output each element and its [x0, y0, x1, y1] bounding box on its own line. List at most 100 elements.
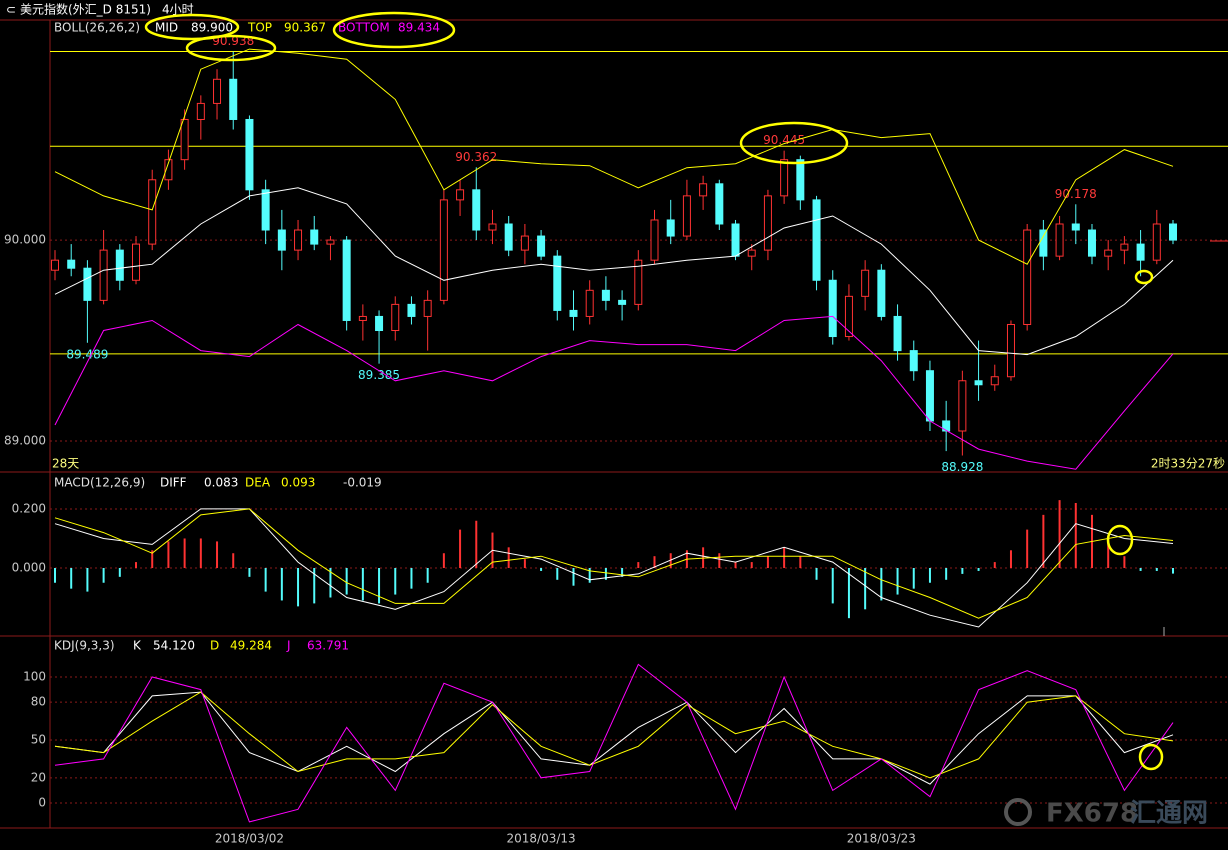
candle-body — [1055, 223, 1064, 257]
indicator-label: BOLL(26,26,2) — [54, 21, 140, 35]
indicator-label: KDJ(9,3,3) — [54, 639, 115, 653]
legend-value: 0.093 — [281, 476, 315, 490]
low-label: 88.928 — [941, 460, 983, 474]
candle-body — [51, 259, 59, 271]
candle-body — [229, 78, 238, 120]
candle-body — [488, 223, 497, 231]
watermark-cn: 汇通网 — [1130, 799, 1208, 829]
candle-body — [456, 189, 465, 201]
candle-body — [925, 370, 934, 422]
legend-value: 0.083 — [204, 476, 238, 490]
series-line — [54, 508, 1174, 619]
highlight — [185, 34, 277, 62]
y-tick-label: 0.000 — [12, 560, 46, 574]
candle-body — [747, 249, 756, 257]
candle-body — [942, 420, 951, 432]
candle-body — [958, 380, 967, 432]
legend-value: 90.367 — [284, 21, 326, 35]
candle-body — [310, 229, 319, 245]
highlight — [144, 13, 240, 41]
candle-body — [358, 315, 367, 321]
high-label: 90.362 — [455, 150, 497, 164]
candle-body — [682, 195, 691, 237]
legend-name: BOTTOM — [338, 21, 390, 35]
candle-body — [375, 315, 384, 332]
y-tick-label: 20 — [31, 770, 46, 784]
candle-body — [1071, 223, 1080, 231]
y-tick-label: 100 — [23, 669, 46, 683]
candle-body — [520, 235, 529, 251]
icon[interactable]: ⊂ — [6, 3, 16, 17]
legend-name: J — [286, 639, 291, 653]
highlight — [332, 11, 456, 49]
legend-name: K — [133, 639, 142, 653]
candle-body — [261, 189, 270, 231]
candle-body — [877, 269, 886, 317]
footer-right: 2时33分27秒 — [1151, 457, 1225, 471]
candle-body — [213, 78, 222, 104]
symbol: 美元指数(外汇_D 8151) — [20, 2, 151, 17]
candle-body — [1006, 323, 1015, 378]
candle-body — [699, 183, 708, 197]
series-line — [54, 508, 1174, 628]
candle-body — [1104, 249, 1113, 257]
series-line — [54, 691, 1174, 779]
candle-body — [537, 235, 546, 257]
candle-body — [326, 239, 335, 245]
candle-body — [148, 179, 157, 245]
candle-body — [67, 259, 76, 269]
highlight — [1106, 524, 1134, 556]
series-line — [54, 187, 1174, 356]
candle-body — [472, 189, 481, 231]
legend-name: D — [210, 639, 219, 653]
footer-left: 28天 — [52, 457, 79, 471]
highlight — [739, 121, 849, 165]
y-tick-label: 80 — [31, 695, 46, 709]
watermark-logo — [1004, 798, 1032, 826]
candle-body — [812, 199, 821, 281]
candle-body — [553, 255, 562, 311]
candle-body — [796, 159, 805, 201]
legend-value: 89.900 — [191, 21, 233, 35]
candle-body — [1087, 229, 1096, 257]
candle-body — [861, 269, 870, 297]
candle-body — [439, 199, 448, 301]
series-line — [54, 663, 1174, 823]
candle-body — [132, 243, 141, 281]
candle-body — [909, 350, 918, 372]
series-line — [54, 315, 1174, 470]
y-tick-label: 90.000 — [4, 233, 46, 247]
candle-body — [83, 267, 92, 301]
candle-body — [115, 249, 124, 281]
candle-body — [569, 309, 578, 317]
candle-body — [294, 229, 303, 251]
high-label: 90.445 — [763, 133, 805, 147]
candle-body — [1120, 243, 1129, 251]
highlights — [144, 11, 1164, 771]
indicator-label: MACD(12,26,9) — [54, 476, 145, 490]
candle-body — [1023, 229, 1032, 325]
candle-body — [618, 299, 627, 305]
series-line — [54, 691, 1174, 785]
candle-body — [763, 195, 772, 251]
candle-body — [780, 159, 789, 197]
candle-body — [277, 229, 286, 251]
legend-value: 49.284 — [230, 639, 272, 653]
series-line — [54, 48, 1174, 265]
candle-body — [504, 223, 513, 251]
candle-body — [1152, 223, 1161, 261]
candle-body — [99, 249, 108, 301]
period[interactable]: 4小时 — [162, 3, 194, 17]
candle-body — [666, 219, 675, 237]
candle-body — [407, 303, 416, 317]
x-tick-label: 2018/03/02 — [215, 832, 284, 846]
x-tick-label: 2018/03/13 — [507, 832, 576, 846]
candle-body — [601, 289, 610, 301]
candle-body — [342, 239, 351, 321]
low-label: 89.385 — [358, 368, 400, 382]
legend-name: DEA — [245, 476, 271, 490]
candle-body — [715, 183, 724, 225]
y-tick-label: 0 — [38, 796, 46, 810]
